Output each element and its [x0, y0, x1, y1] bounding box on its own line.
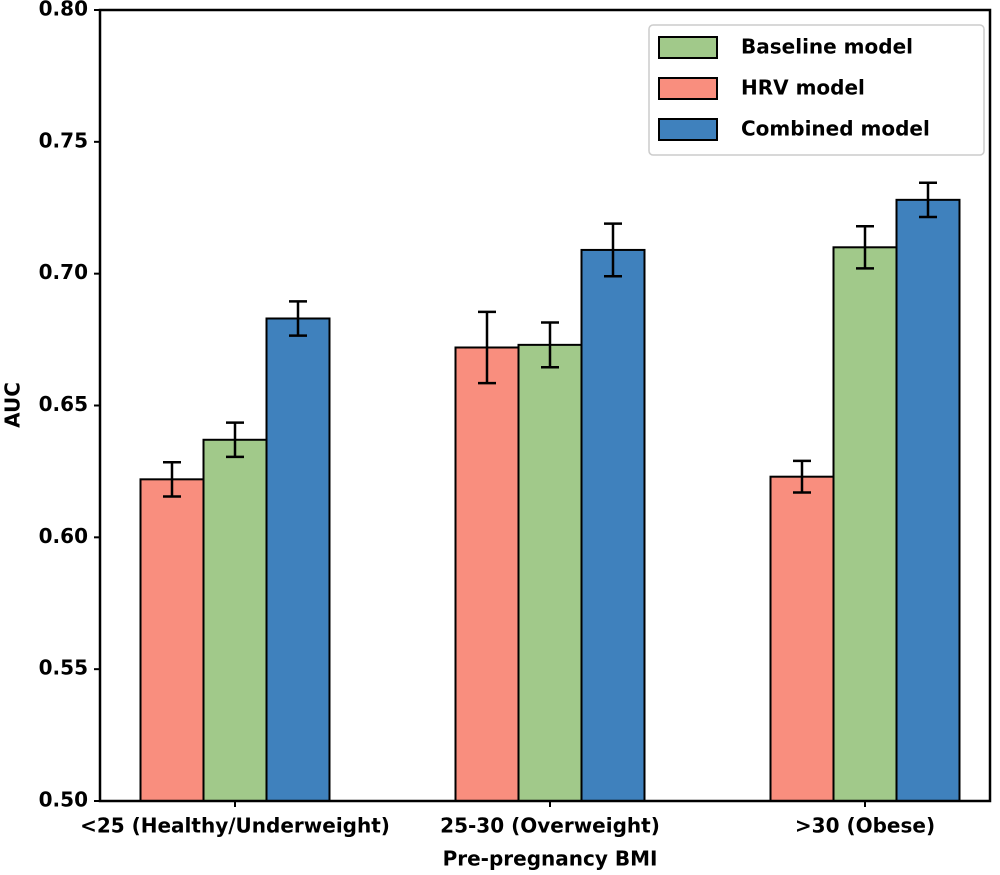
bar	[580, 248, 646, 803]
bar	[895, 198, 961, 802]
x-tick-label: >30 (Obese)	[795, 814, 935, 838]
y-tick-label: 0.55	[39, 656, 88, 680]
x-axis-title: Pre-pregnancy BMI	[443, 847, 658, 871]
y-tick-label: 0.80	[39, 0, 88, 21]
legend-swatch	[658, 77, 718, 100]
y-tick-label: 0.65	[39, 392, 88, 416]
legend-label: HRV model	[741, 76, 865, 100]
y-tick-label: 0.70	[39, 260, 88, 284]
y-tick-label: 0.60	[39, 524, 88, 548]
x-tick-label: <25 (Healthy/Underweight)	[80, 814, 390, 838]
legend-box	[648, 24, 985, 156]
legend-label: Baseline model	[741, 35, 913, 59]
y-axis-title: AUC	[1, 382, 25, 428]
bar	[139, 478, 205, 802]
bar	[202, 438, 268, 802]
plot-frame	[98, 8, 992, 803]
bar	[454, 346, 520, 802]
y-tick-label: 0.50	[39, 788, 88, 812]
bar	[769, 475, 835, 802]
x-tick-label: 25-30 (Overweight)	[440, 814, 660, 838]
legend-swatch	[658, 36, 718, 59]
bar	[265, 317, 331, 802]
bar	[517, 343, 583, 802]
y-tick-label: 0.75	[39, 128, 88, 152]
legend-swatch	[658, 118, 718, 141]
legend-label: Combined model	[741, 117, 930, 141]
bar	[832, 246, 898, 803]
